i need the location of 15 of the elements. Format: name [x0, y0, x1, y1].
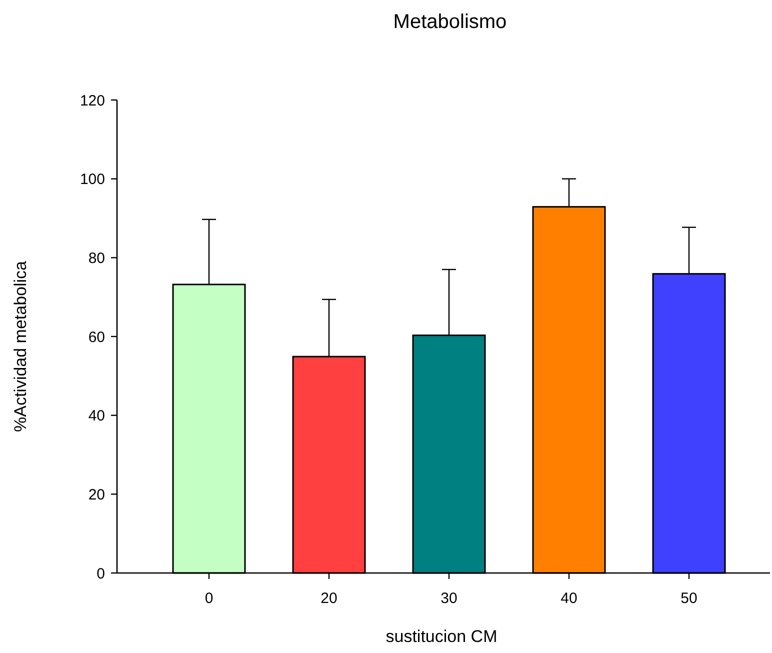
- y-axis-title: %Actividad metabolica: [11, 260, 30, 432]
- y-tick-label: 60: [88, 328, 105, 346]
- x-tick-label: 50: [680, 590, 698, 607]
- y-tick-label: 100: [80, 171, 105, 188]
- x-tick-label: 40: [560, 590, 578, 607]
- chart-title: Metabolismo: [393, 11, 507, 33]
- x-tick-label: 30: [440, 590, 458, 607]
- y-tick-label: 20: [88, 486, 105, 504]
- y-tick-label: 80: [88, 250, 105, 267]
- x-tick-label: 20: [320, 590, 338, 607]
- y-tick-label: 40: [88, 408, 105, 425]
- y-tick-label: 0: [96, 565, 105, 582]
- y-tick-label: 120: [80, 92, 105, 110]
- x-tick-label: 0: [204, 590, 214, 607]
- x-axis-title: sustitucion CM: [386, 627, 498, 646]
